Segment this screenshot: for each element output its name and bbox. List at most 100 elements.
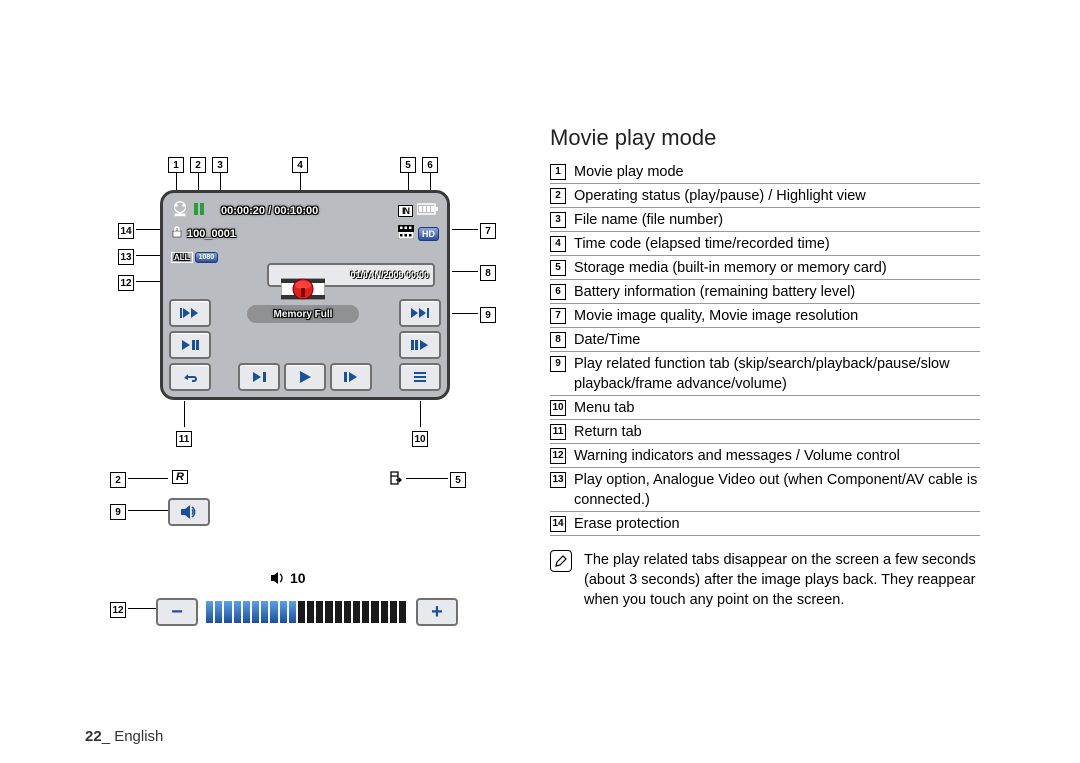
legend-row: 13 Play option, Analogue Video out (when … (550, 468, 980, 512)
vol-seg-inactive (335, 601, 342, 623)
vol-seg-inactive (381, 601, 388, 623)
legend-num: 11 (550, 424, 566, 440)
vol-seg-inactive (362, 601, 369, 623)
vol-seg-active (252, 601, 259, 623)
slow-fwd-button[interactable] (399, 331, 441, 359)
menu-button[interactable] (399, 363, 441, 391)
legend-text: Play option, Analogue Video out (when Co… (574, 470, 980, 510)
callout-4: 4 (292, 157, 308, 173)
play-button[interactable] (284, 363, 326, 391)
sub-callout-12: 12 (110, 602, 126, 618)
callout-1: 1 (168, 157, 184, 173)
filename-text: 100_0001 (187, 228, 236, 240)
legend-num: 5 (550, 260, 566, 276)
legend-num: 6 (550, 284, 566, 300)
callout-9: 9 (480, 307, 496, 323)
vol-seg-active (215, 601, 222, 623)
volume-bar (206, 600, 408, 624)
legend-row: 8Date/Time (550, 328, 980, 352)
legend-text: Operating status (play/pause) / Highligh… (574, 186, 866, 206)
legend-row: 11 Return tab (550, 420, 980, 444)
vol-seg-active (270, 601, 277, 623)
frame-fwd-button[interactable] (330, 363, 372, 391)
legend-row: 2 Operating status (play/pause) / Highlig… (550, 184, 980, 208)
legend-num: 4 (550, 236, 566, 252)
legend-num: 9 (550, 356, 566, 372)
callout-13: 13 (118, 249, 134, 265)
legend-text: Battery information (remaining battery l… (574, 282, 855, 302)
callout-10: 10 (412, 431, 428, 447)
page-title: Movie play mode (550, 125, 716, 151)
return-button[interactable] (169, 363, 211, 391)
vol-seg-inactive (298, 601, 305, 623)
legend-row: 3 File name (file number) (550, 208, 980, 232)
legend-num: 2 (550, 188, 566, 204)
vol-seg-active (261, 601, 268, 623)
legend-text: Play related function tab (skip/search/p… (574, 354, 980, 394)
legend-num: 14 (550, 516, 566, 532)
legend-row: 7 Movie image quality, Movie image resolu… (550, 304, 980, 328)
battery-icon (417, 202, 439, 220)
frame-back-button[interactable] (238, 363, 280, 391)
legend-text: Time code (elapsed time/recorded time) (574, 234, 830, 254)
timecode-text: 00:00:20 / 00:10:00 (221, 205, 318, 217)
vol-seg-active (206, 601, 213, 623)
hd-badge: HD (418, 227, 439, 241)
callout-7: 7 (480, 223, 496, 239)
skip-back-button[interactable] (169, 299, 211, 327)
storage-icon: IN (398, 205, 413, 217)
legend-row: 4 Time code (elapsed time/recorded time) (550, 232, 980, 256)
slow-back-button[interactable] (169, 331, 211, 359)
vol-seg-inactive (307, 601, 314, 623)
legend-row: 6 Battery information (remaining battery … (550, 280, 980, 304)
callout-14: 14 (118, 223, 134, 239)
vol-plus-button[interactable]: + (416, 598, 458, 626)
legend-row: 14 Erase protection (550, 512, 980, 536)
legend-text: Movie image quality, Movie image resolut… (574, 306, 858, 326)
sub-callout-2: 2 (110, 472, 126, 488)
legend-num: 7 (550, 308, 566, 324)
legend-num: 13 (550, 472, 566, 488)
quality-icon (398, 225, 414, 244)
film-reel-icon (281, 271, 311, 297)
vol-seg-inactive (353, 601, 360, 623)
vol-seg-inactive (325, 601, 332, 623)
volume-button[interactable] (168, 498, 210, 526)
vol-seg-active (224, 601, 231, 623)
note-text: The play related tabs disappear on the s… (584, 550, 980, 610)
manual-page: Movie play mode 1Movie play mode 2 Operati… (0, 0, 1080, 763)
vol-seg-active (289, 601, 296, 623)
play-option-badge: ALL (171, 252, 193, 263)
note-box: The play related tabs disappear on the s… (550, 550, 980, 610)
card-out-icon (388, 470, 404, 491)
legend-text: File name (file number) (574, 210, 723, 230)
legend-text: Erase protection (574, 514, 680, 534)
page-footer: 22_ English (85, 728, 163, 745)
legend-row: 9 Play related function tab (skip/search/… (550, 352, 980, 396)
legend-row: 12 Warning indicators and messages / Volu… (550, 444, 980, 468)
warning-message: Memory Full (247, 305, 359, 323)
callout-12: 12 (118, 275, 134, 291)
vol-seg-inactive (371, 601, 378, 623)
legend-num: 12 (550, 448, 566, 464)
vol-seg-inactive (390, 601, 397, 623)
skip-fwd-button[interactable] (399, 299, 441, 327)
volume-level: 10 (270, 570, 306, 586)
lcd-screen: 00:00:20 / 00:10:00 IN 100_0001 (160, 190, 450, 400)
pause-icon (193, 202, 205, 221)
legend-row: 1Movie play mode (550, 160, 980, 184)
legend-text: Return tab (574, 422, 642, 442)
legend-num: 3 (550, 212, 566, 228)
legend-num: 1 (550, 164, 566, 180)
note-icon (550, 550, 572, 572)
legend-text: Storage media (built-in memory or memory… (574, 258, 887, 278)
legend-row: 5 Storage media (built-in memory or memor… (550, 256, 980, 280)
vol-seg-inactive (316, 601, 323, 623)
legend-text: Warning indicators and messages / Volume… (574, 446, 900, 466)
vol-seg-inactive (399, 601, 406, 623)
vol-seg-active (243, 601, 250, 623)
vol-minus-button[interactable]: − (156, 598, 198, 626)
vol-seg-active (280, 601, 287, 623)
date-text: 01/JAN/2009 00:00 (350, 270, 429, 280)
callout-8: 8 (480, 265, 496, 281)
